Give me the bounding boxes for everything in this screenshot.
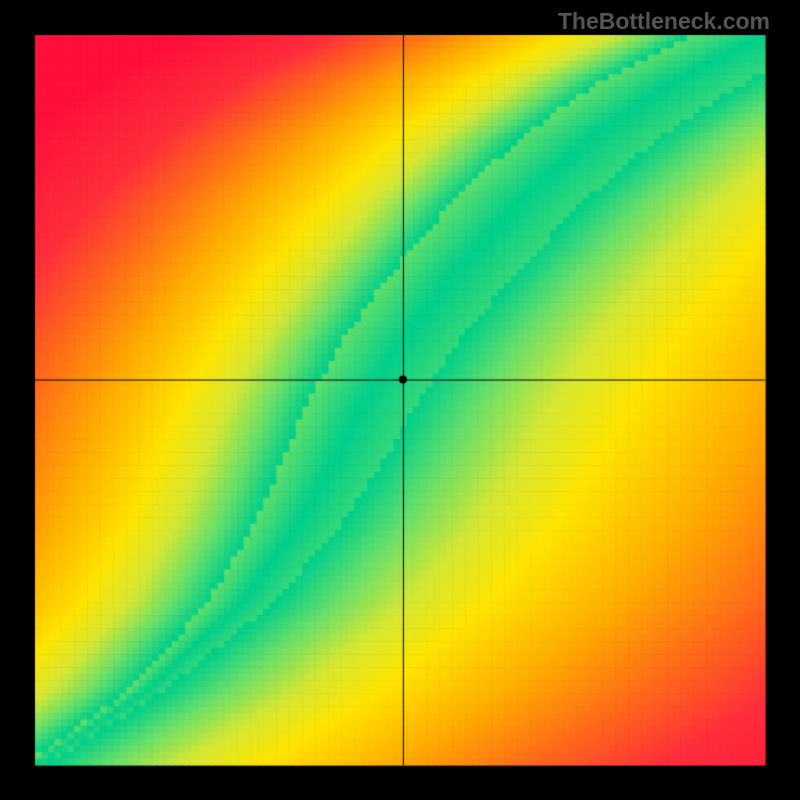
bottleneck-heatmap [0, 0, 800, 800]
chart-container: TheBottleneck.com [0, 0, 800, 800]
watermark-text: TheBottleneck.com [558, 8, 770, 35]
